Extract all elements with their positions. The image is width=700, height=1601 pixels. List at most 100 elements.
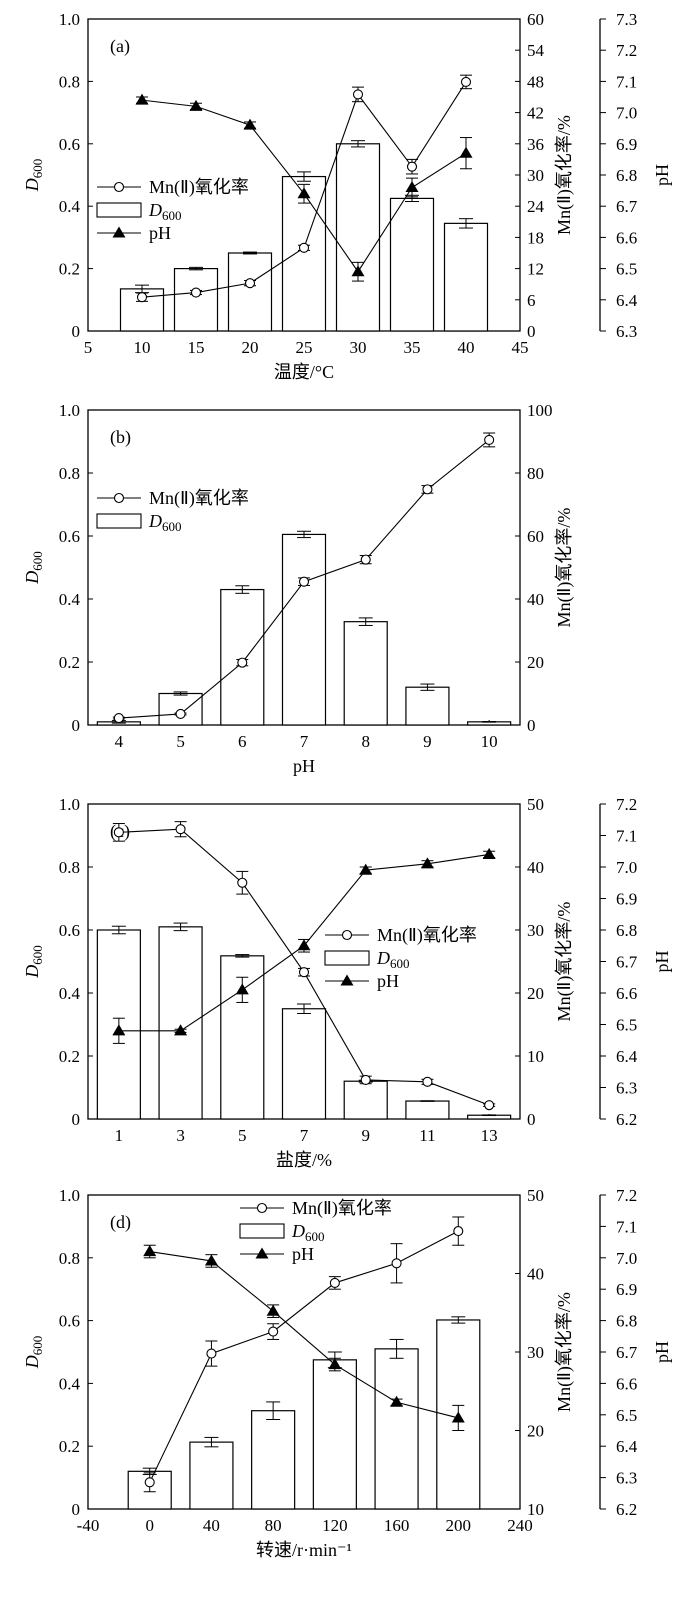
left-tick-label: 0.4 (59, 1374, 81, 1393)
x-tick-label: 45 (512, 338, 529, 357)
legend-triangle-symbol (112, 226, 126, 238)
data-point (136, 292, 148, 303)
right-tick-label: 20 (527, 984, 544, 1003)
panel-a: 0 0.2 0.4 0.6 0.8 1.0 0 6 12 18 24 30 36 42 48 54 60 6.3 6… (22, 10, 672, 382)
x-tick-label: 240 (507, 1516, 533, 1535)
ph-tick-label: 6.7 (616, 1343, 638, 1362)
legend-bar-symbol (324, 950, 370, 966)
bar (405, 1100, 450, 1120)
data-point (359, 863, 373, 875)
y-axis-title-left: D600 (22, 551, 45, 585)
ph-tick-label: 6.9 (616, 890, 637, 909)
ph-tick-label: 7.0 (616, 104, 637, 123)
series-line (149, 1250, 459, 1419)
data-point (360, 554, 371, 565)
data-point (237, 877, 248, 888)
panel-b: 0 0.2 0.4 0.6 0.8 1.0 0 20 40 60 80 100 4 5 6 7 8 9 10 pH D6… (22, 401, 575, 776)
bar (343, 621, 388, 726)
right-tick-label: 30 (527, 166, 544, 185)
left-tick-label: 1.0 (59, 10, 80, 29)
panel-label: (a) (110, 36, 130, 57)
series-d600 (119, 140, 489, 332)
legend-label: Mn(Ⅱ)氧化率 (149, 488, 249, 509)
left-tick-label: 0.4 (59, 590, 81, 609)
right-tick-label: 12 (527, 260, 544, 279)
data-point (422, 484, 433, 495)
ph-tick-label: 7.0 (616, 858, 637, 877)
data-point (206, 1348, 217, 1359)
bar (343, 1080, 388, 1120)
left-tick-label: 0.6 (59, 527, 80, 546)
left-tick-label: 0 (72, 1110, 81, 1129)
data-point (175, 708, 186, 720)
right-tick-label: 30 (527, 921, 544, 940)
data-point (329, 1277, 340, 1288)
x-tick-label: 25 (296, 338, 313, 357)
ph-tick-label: 7.2 (616, 41, 637, 60)
left-tick-label: 1.0 (59, 795, 80, 814)
bar (281, 1008, 327, 1120)
data-point (460, 76, 472, 87)
right-tick-label: 30 (527, 1343, 544, 1362)
y-axis-title-right: Mn(Ⅱ)氧化率/% (554, 115, 575, 235)
legend-label: D600 (376, 948, 410, 971)
legend-circle-symbol (341, 929, 353, 941)
data-point (390, 1395, 404, 1407)
right-tick-label: 18 (527, 228, 544, 247)
data-point (297, 187, 311, 199)
right-tick-label: 20 (527, 653, 544, 672)
ph-tick-label: 6.2 (616, 1110, 637, 1129)
left-tick-label: 0.2 (59, 1437, 80, 1456)
legend-label: pH (292, 1244, 314, 1264)
bar (227, 252, 273, 332)
x-tick-label: 7 (300, 732, 309, 751)
ph-tick-label: 6.4 (616, 291, 638, 310)
right-tick-label: 36 (527, 135, 544, 154)
data-point (266, 1304, 280, 1316)
series-ph (112, 847, 496, 1044)
left-tick-label: 0.4 (59, 197, 81, 216)
right-tick-label: 48 (527, 72, 544, 91)
bar (189, 1441, 234, 1510)
ph-tick-label: 6.6 (616, 984, 637, 1003)
bar (389, 197, 435, 332)
bar (173, 268, 219, 332)
data-point (235, 983, 249, 995)
ph-axis-title: pH (652, 1341, 672, 1363)
panel-d: 0 0.2 0.4 0.6 0.8 1.0 10 20 30 40 50 6.2 6.3 6.4 6.5 6.… (22, 1186, 672, 1560)
series-d600 (127, 1316, 481, 1510)
x-tick-label: 7 (300, 1126, 309, 1145)
ph-tick-label: 6.4 (616, 1047, 638, 1066)
legend-label: D600 (291, 1221, 325, 1244)
y-axis-title-left: D600 (22, 945, 45, 979)
left-tick-label: 0.4 (59, 984, 81, 1003)
bar (405, 686, 450, 726)
legend-label: pH (149, 223, 171, 243)
x-tick-label: -40 (77, 1516, 100, 1535)
y-axis-title-left: D600 (22, 159, 45, 193)
data-point (204, 1254, 218, 1266)
x-tick-label: 8 (361, 732, 370, 751)
ph-tick-label: 6.6 (616, 1374, 637, 1393)
x-tick-label: 35 (404, 338, 421, 357)
series-mn-oxidation (112, 821, 496, 1111)
data-point (174, 1024, 188, 1036)
data-point (175, 824, 186, 835)
ph-tick-label: 6.8 (616, 1312, 637, 1331)
y-axis-title-left: D600 (22, 1336, 45, 1370)
right-tick-label: 40 (527, 590, 544, 609)
x-axis-title: 转速/r·min⁻¹ (256, 1540, 352, 1560)
series-mn-oxidation (112, 432, 496, 724)
ph-tick-label: 6.2 (616, 1500, 637, 1519)
ph-tick-label: 7.3 (616, 10, 637, 29)
left-tick-label: 0.8 (59, 72, 80, 91)
legend-triangle-symbol (255, 1247, 269, 1259)
ph-tick-label: 6.4 (616, 1437, 638, 1456)
data-point (112, 1024, 126, 1036)
data-point (298, 242, 310, 253)
data-point (451, 1411, 465, 1423)
left-tick-label: 0.6 (59, 135, 80, 154)
